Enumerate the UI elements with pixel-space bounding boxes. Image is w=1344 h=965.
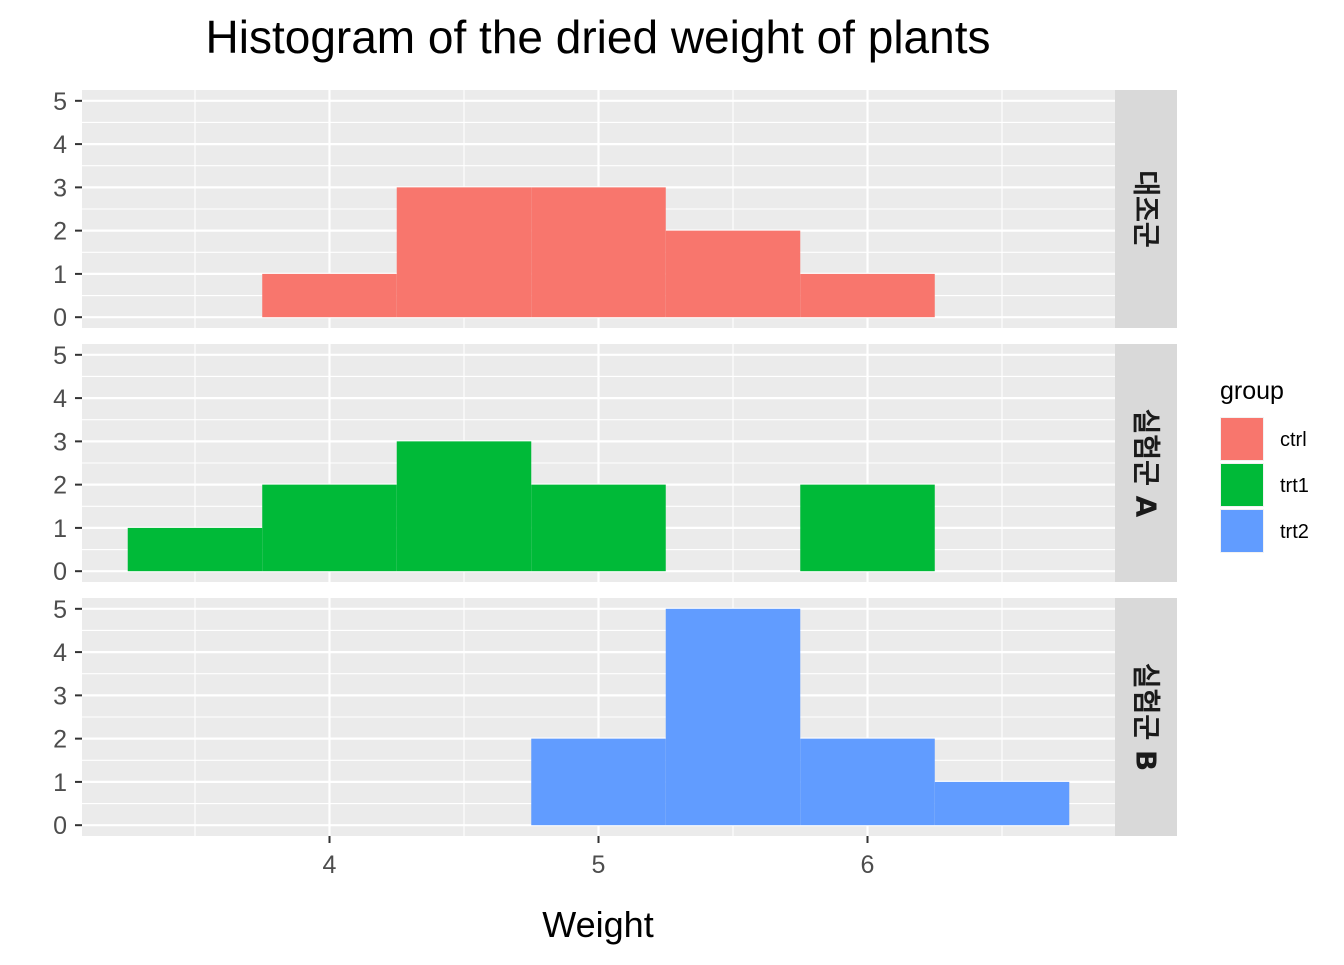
legend-key-swatch xyxy=(1221,464,1263,506)
histogram-bar xyxy=(127,527,263,572)
histogram-bar xyxy=(665,230,801,318)
legend-label: trt1 xyxy=(1280,475,1309,497)
facet-strip xyxy=(1115,90,1177,328)
y-tick-label: 2 xyxy=(53,472,67,500)
y-tick-label: 2 xyxy=(53,218,67,246)
y-tick-label: 1 xyxy=(53,261,67,289)
histogram-bar xyxy=(531,484,666,572)
legend-key-swatch xyxy=(1221,418,1263,460)
histogram-bar xyxy=(934,781,1070,826)
y-tick-label: 4 xyxy=(53,385,67,413)
y-tick-label: 1 xyxy=(53,769,67,797)
y-tick-label: 5 xyxy=(53,596,67,624)
facet-strip xyxy=(1115,344,1177,582)
y-tick-label: 5 xyxy=(53,342,67,370)
legend-key-swatch xyxy=(1221,510,1263,552)
histogram-bar xyxy=(665,608,801,826)
y-tick-label: 4 xyxy=(53,639,67,667)
y-tick-label: 1 xyxy=(53,515,67,543)
x-tick-label: 4 xyxy=(323,851,337,879)
histogram-bar xyxy=(262,273,397,318)
facet-strip xyxy=(1115,598,1177,836)
y-tick-label: 2 xyxy=(53,726,67,754)
y-tick-label: 0 xyxy=(53,304,67,332)
facet-panel-trt2: 0 1 2 3 4 5 실험군 B xyxy=(53,596,1177,840)
y-tick-label: 5 xyxy=(53,88,67,116)
x-tick-label: 5 xyxy=(592,851,606,879)
chart-title: Histogram of the dried weight of plants xyxy=(206,11,991,63)
plot-layer: 0 1 2 3 4 5 대조군 0 1 2 3 4 5 실험군 A 0 1 2 3 4 5 실험군 B 4 5 6 xyxy=(53,88,1177,879)
histogram-bar xyxy=(800,738,935,826)
facet-panel-ctrl: 0 1 2 3 4 5 대조군 xyxy=(53,88,1177,332)
facet-panel-trt1: 0 1 2 3 4 5 실험군 A xyxy=(53,342,1177,586)
legend-title: group xyxy=(1220,377,1284,405)
histogram-bar xyxy=(800,273,935,318)
x-axis-label: Weight xyxy=(542,904,653,945)
y-tick-label: 3 xyxy=(53,174,67,202)
histogram-bar xyxy=(396,187,532,318)
histogram-bar xyxy=(531,738,666,826)
legend: ctrl trt1 trt2 xyxy=(1220,417,1309,553)
facet-strip-label: 대조군 xyxy=(1130,170,1163,247)
histogram-bar xyxy=(396,441,532,572)
y-tick-label: 0 xyxy=(53,812,67,840)
histogram-bar xyxy=(800,484,935,572)
legend-label: trt2 xyxy=(1280,521,1309,543)
y-tick-label: 3 xyxy=(53,428,67,456)
y-tick-label: 3 xyxy=(53,682,67,710)
histogram-bar xyxy=(531,187,666,318)
y-tick-label: 0 xyxy=(53,558,67,586)
facet-strip-label: 실험군 A xyxy=(1130,409,1163,518)
y-tick-label: 4 xyxy=(53,131,67,159)
facet-strip-label: 실험군 B xyxy=(1130,663,1163,771)
legend-label: ctrl xyxy=(1280,429,1307,451)
x-tick-label: 6 xyxy=(861,851,875,879)
histogram-bar xyxy=(262,484,397,572)
